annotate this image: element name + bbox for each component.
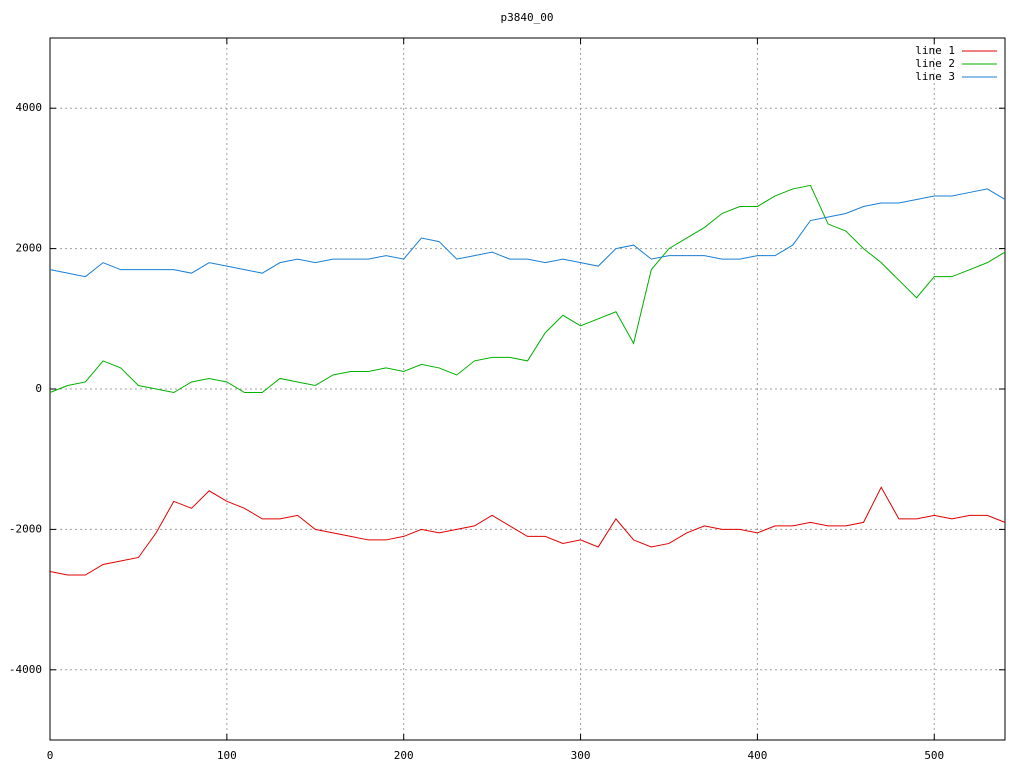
- chart-title: p3840_00: [501, 11, 554, 24]
- legend-label: line 2: [915, 57, 955, 70]
- legend-label: line 3: [915, 70, 955, 83]
- x-tick-label: 100: [217, 749, 237, 762]
- x-tick-label: 500: [924, 749, 944, 762]
- x-tick-label: 200: [394, 749, 414, 762]
- y-tick-label: 2000: [16, 242, 43, 255]
- y-tick-label: 4000: [16, 101, 43, 114]
- y-tick-label: 0: [35, 382, 42, 395]
- data-line: [49, 188, 1006, 278]
- y-tick-label: -4000: [9, 663, 42, 676]
- plot-frame: [49, 37, 1006, 741]
- y-tick-label: -2000: [9, 522, 42, 535]
- x-tick-label: 400: [747, 749, 767, 762]
- data-line: [49, 486, 1006, 576]
- x-tick-label: 0: [47, 749, 54, 762]
- x-tick-label: 300: [571, 749, 591, 762]
- data-line: [49, 184, 1006, 394]
- legend-label: line 1: [915, 44, 955, 57]
